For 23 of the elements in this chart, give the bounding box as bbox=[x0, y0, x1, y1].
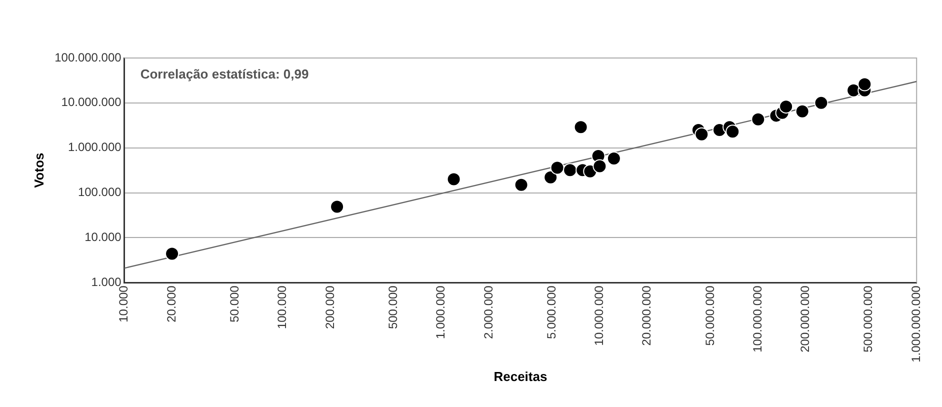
x-tick-label: 1.000.000 bbox=[434, 285, 448, 340]
x-tick-label: 500.000 bbox=[386, 285, 400, 330]
x-tick-label: 10.000.000 bbox=[592, 285, 606, 346]
x-tick-label: 1.000.000.000 bbox=[908, 285, 923, 362]
y-tick-label: 10.000.000 bbox=[61, 95, 122, 110]
x-tick-label: 50.000 bbox=[227, 285, 242, 322]
y-tick-label: 1.000.000 bbox=[68, 140, 122, 154]
x-tick-label: 200.000.000 bbox=[798, 285, 812, 352]
x-tick-label: 2.000.000 bbox=[481, 285, 496, 340]
y-tick-label: 10.000 bbox=[84, 230, 122, 244]
y-tick-label: 100.000.000 bbox=[54, 50, 122, 64]
x-tick-label: 20.000.000 bbox=[640, 285, 654, 346]
x-tick-label: 20.000 bbox=[164, 285, 178, 322]
x-axis-title: Receitas bbox=[494, 368, 548, 384]
x-tick-label: 100.000.000 bbox=[750, 285, 764, 352]
y-tick-label: 100.000 bbox=[78, 185, 122, 200]
y-axis-title: Votos bbox=[31, 152, 46, 188]
x-tick-label: 5.000.000 bbox=[544, 285, 558, 340]
x-tick-label: 100.000 bbox=[275, 285, 290, 330]
x-tick-label: 50.000.000 bbox=[702, 285, 717, 346]
annotation: Correlação estatística: 0,99 bbox=[140, 66, 309, 82]
x-tick-label: 200.000 bbox=[322, 285, 337, 330]
x-tick-label: 500.000.000 bbox=[861, 285, 876, 352]
